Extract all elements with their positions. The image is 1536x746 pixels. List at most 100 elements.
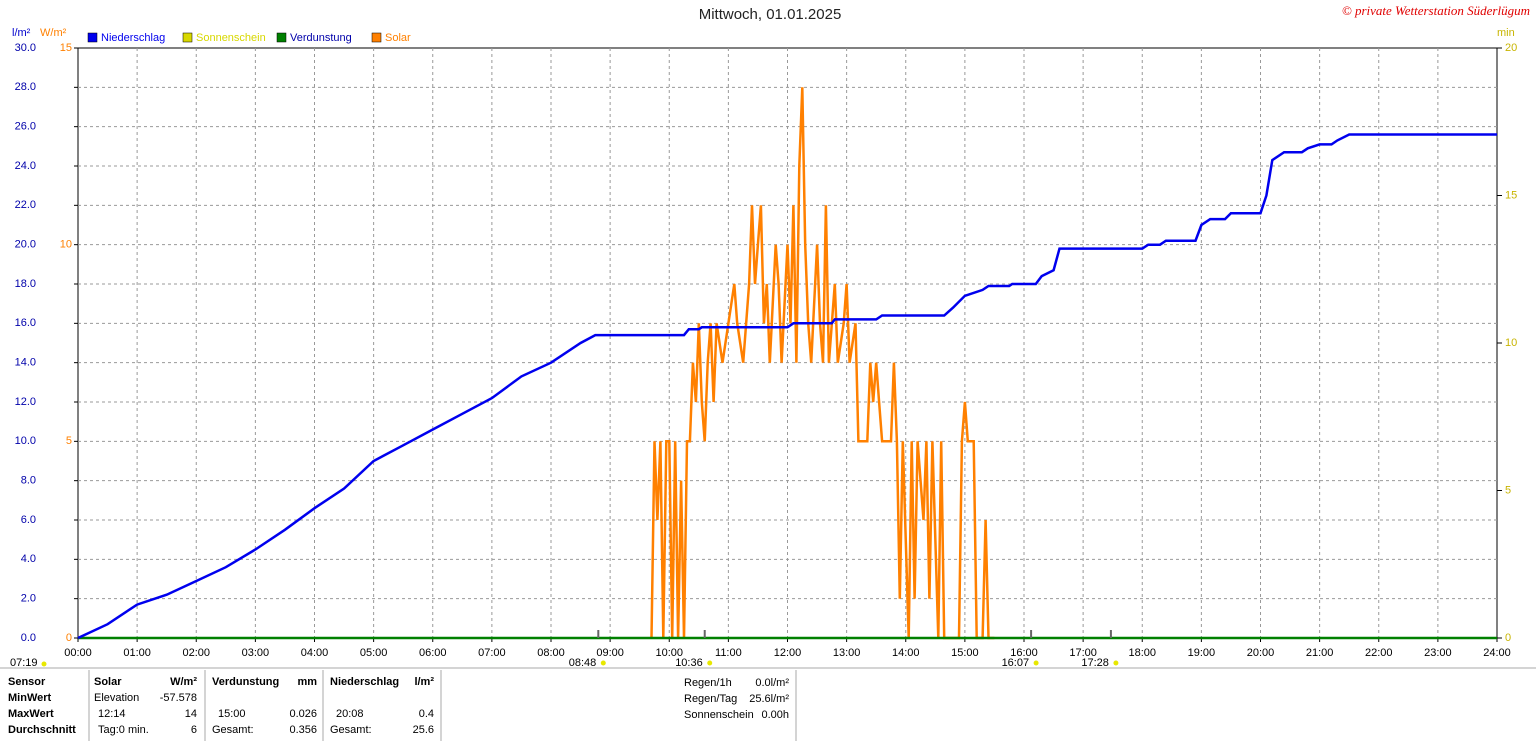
copyright: © private Wetterstation Süderlügum bbox=[1342, 3, 1530, 18]
y2-tick-label: 20 bbox=[1505, 42, 1517, 54]
chart-title: Mittwoch, 01.01.2025 bbox=[699, 6, 842, 23]
y3-tick-label: 15 bbox=[60, 42, 72, 54]
y-tick-label: 14.0 bbox=[15, 357, 36, 369]
y-tick-label: 0.0 bbox=[21, 632, 36, 644]
x-tick-label: 01:00 bbox=[123, 647, 151, 659]
x-tick-label: 07:00 bbox=[478, 647, 506, 659]
stats-cell: Gesamt: bbox=[212, 724, 254, 736]
y-tick-label: 28.0 bbox=[15, 81, 36, 93]
y-tick-label: 18.0 bbox=[15, 278, 36, 290]
legend-swatch bbox=[371, 32, 382, 43]
side-label: Sonnenschein bbox=[684, 709, 754, 721]
stats-cell: 0.356 bbox=[289, 724, 317, 736]
x-tick-label: 09:00 bbox=[596, 647, 624, 659]
legend-swatch bbox=[182, 32, 193, 43]
x-tick-label: 12:00 bbox=[774, 647, 802, 659]
y-tick-label: 22.0 bbox=[15, 199, 36, 211]
y3-unit: W/m² bbox=[40, 27, 67, 39]
sun-marker-label: 10:36 bbox=[675, 657, 703, 669]
x-tick-label: 18:00 bbox=[1128, 647, 1156, 659]
y3-tick-label: 0 bbox=[66, 632, 72, 644]
sunrise-label: 07:19 bbox=[10, 657, 38, 669]
stats-cell: 15:00 bbox=[218, 708, 246, 720]
stats-cell: 6 bbox=[191, 724, 197, 736]
stats-cell: 20:08 bbox=[336, 708, 364, 720]
y-tick-label: 26.0 bbox=[15, 121, 36, 133]
sun-dot bbox=[1113, 660, 1119, 666]
x-tick-label: 24:00 bbox=[1483, 647, 1511, 659]
sun-dot bbox=[41, 661, 47, 667]
y2-unit: min bbox=[1497, 27, 1515, 39]
x-tick-label: 03:00 bbox=[242, 647, 270, 659]
y3-tick-label: 5 bbox=[66, 435, 72, 447]
x-tick-label: 06:00 bbox=[419, 647, 447, 659]
stats-cell: Elevation bbox=[94, 692, 139, 704]
stats-cell: 0.4 bbox=[419, 708, 434, 720]
stats-row-label: Durchschnitt bbox=[8, 724, 76, 736]
legend-label: Sonnenschein bbox=[196, 32, 266, 44]
stats-header: l/m² bbox=[414, 676, 434, 688]
side-value: 0.00h bbox=[761, 709, 789, 721]
x-tick-label: 17:00 bbox=[1069, 647, 1097, 659]
legend-swatch bbox=[87, 32, 98, 43]
sun-marker-label: 16:07 bbox=[1002, 657, 1030, 669]
y2-tick-label: 10 bbox=[1505, 337, 1517, 349]
x-tick-label: 08:00 bbox=[537, 647, 565, 659]
x-tick-label: 19:00 bbox=[1188, 647, 1216, 659]
x-tick-label: 10:00 bbox=[655, 647, 683, 659]
side-label: Regen/Tag bbox=[684, 693, 737, 705]
stats-header: Solar bbox=[94, 676, 122, 688]
sun-dot bbox=[707, 660, 713, 666]
sun-marker-label: 17:28 bbox=[1081, 657, 1109, 669]
stats-cell: 12:14 bbox=[98, 708, 126, 720]
stats-row-label: MinWert bbox=[8, 692, 52, 704]
y-tick-label: 30.0 bbox=[15, 42, 36, 54]
sun-dot bbox=[1033, 660, 1039, 666]
y-tick-label: 16.0 bbox=[15, 317, 36, 329]
legend-label: Solar bbox=[385, 32, 411, 44]
legend-label: Niederschlag bbox=[101, 32, 165, 44]
y-tick-label: 6.0 bbox=[21, 514, 36, 526]
x-tick-label: 15:00 bbox=[951, 647, 979, 659]
y-tick-label: 8.0 bbox=[21, 475, 36, 487]
x-tick-label: 22:00 bbox=[1365, 647, 1393, 659]
x-tick-label: 04:00 bbox=[301, 647, 329, 659]
y-tick-label: 20.0 bbox=[15, 239, 36, 251]
y2-tick-label: 5 bbox=[1505, 484, 1511, 496]
x-tick-label: 05:00 bbox=[360, 647, 388, 659]
y-tick-label: 12.0 bbox=[15, 396, 36, 408]
stats-header: Sensor bbox=[8, 676, 46, 688]
x-tick-label: 16:00 bbox=[1010, 647, 1038, 659]
stats-cell: Gesamt: bbox=[330, 724, 372, 736]
series-line bbox=[77, 133, 1497, 640]
stats-cell: Tag:0 min. bbox=[98, 724, 149, 736]
x-tick-label: 02:00 bbox=[182, 647, 210, 659]
sun-dot bbox=[600, 660, 606, 666]
x-tick-label: 13:00 bbox=[833, 647, 861, 659]
series-line bbox=[650, 87, 995, 640]
side-value: 0.0l/m² bbox=[755, 677, 789, 689]
stats-cell: -57.578 bbox=[160, 692, 197, 704]
side-value: 25.6l/m² bbox=[749, 693, 789, 705]
y-tick-label: 2.0 bbox=[21, 593, 36, 605]
legend-swatch bbox=[276, 32, 287, 43]
stats-cell: 25.6 bbox=[413, 724, 434, 736]
side-label: Regen/1h bbox=[684, 677, 732, 689]
stats-header: Verdunstung bbox=[212, 676, 279, 688]
stats-row-label: MaxWert bbox=[8, 708, 54, 720]
y2-tick-label: 0 bbox=[1505, 632, 1511, 644]
stats-cell: 14 bbox=[185, 708, 197, 720]
legend-label: Verdunstung bbox=[290, 32, 352, 44]
stats-cell: 0.026 bbox=[289, 708, 317, 720]
y-unit: l/m² bbox=[12, 27, 31, 39]
x-tick-label: 00:00 bbox=[64, 647, 92, 659]
y-tick-label: 4.0 bbox=[21, 553, 36, 565]
stats-header: mm bbox=[297, 676, 317, 688]
x-tick-label: 21:00 bbox=[1306, 647, 1334, 659]
y-tick-label: 10.0 bbox=[15, 435, 36, 447]
y-tick-label: 24.0 bbox=[15, 160, 36, 172]
x-tick-label: 11:00 bbox=[715, 647, 742, 659]
x-tick-label: 14:00 bbox=[892, 647, 920, 659]
stats-header: W/m² bbox=[170, 676, 197, 688]
